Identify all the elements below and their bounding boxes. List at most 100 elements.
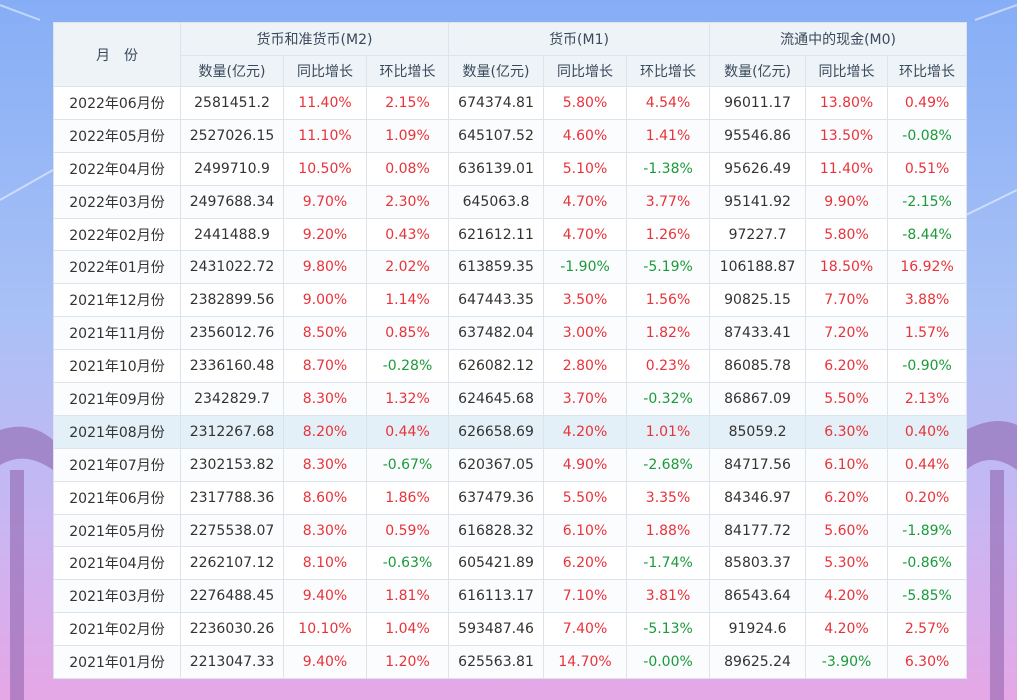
value-cell: -0.63% <box>365 546 450 581</box>
value-cell: 10.10% <box>283 612 367 647</box>
value-cell: -1.90% <box>543 250 628 285</box>
value-cell: 4.90% <box>543 447 628 482</box>
value-cell: -2.68% <box>626 447 711 482</box>
value-cell: 2527026.15 <box>180 118 284 153</box>
value-cell: 89625.24 <box>709 645 807 680</box>
value-cell: 6.20% <box>543 546 628 581</box>
table-row: 2022年05月份 2527026.15 11.10% 1.09% 645107.52 4… <box>53 118 968 153</box>
value-cell: -3.90% <box>805 645 889 680</box>
value-cell: 637482.04 <box>448 316 545 351</box>
value-cell: 1.81% <box>365 579 450 614</box>
value-cell: 2262107.12 <box>180 546 284 581</box>
value-cell: 1.56% <box>626 283 711 318</box>
value-cell: 5.80% <box>543 86 628 120</box>
value-cell: 593487.46 <box>448 612 545 647</box>
table-row: 2021年01月份 2213047.33 9.40% 1.20% 625563.81 14… <box>53 645 968 680</box>
decor-lines <box>0 4 1017 216</box>
month-cell: 2021年02月份 <box>53 612 181 647</box>
table-row: 2021年12月份 2382899.56 9.00% 1.14% 647443.35 3.… <box>53 283 968 318</box>
value-cell: 8.70% <box>283 349 367 384</box>
value-cell: 0.59% <box>365 513 450 548</box>
value-cell: 2441488.9 <box>180 217 284 252</box>
decor-line <box>974 4 1017 21</box>
table-header: 月 份 货币和准货币(M2) 货币(M1) 流通中的现金(M0) 数量(亿元) 同比增… <box>53 22 968 87</box>
subheader-row: 数量(亿元) 同比增长 环比增长 数量(亿元) 同比增长 环比增长 数量(亿元) 同比增长 环比… <box>54 55 968 87</box>
value-cell: 2.30% <box>365 184 450 219</box>
value-cell: -0.67% <box>365 447 450 482</box>
value-cell: 84717.56 <box>709 447 807 482</box>
value-cell: 106188.87 <box>709 250 807 285</box>
value-cell: 85803.37 <box>709 546 807 581</box>
value-cell: 8.50% <box>283 316 367 351</box>
month-cell: 2021年01月份 <box>53 645 181 680</box>
table-row: 2021年10月份 2336160.48 8.70% -0.28% 626082.12 2… <box>53 349 968 384</box>
value-cell: 2.80% <box>543 349 628 384</box>
value-cell: 616113.17 <box>448 579 545 614</box>
value-cell: 1.57% <box>887 316 968 351</box>
value-cell: 86543.64 <box>709 579 807 614</box>
value-cell: 1.14% <box>365 283 450 318</box>
value-cell: 8.20% <box>283 414 367 449</box>
value-cell: 14.70% <box>543 645 628 680</box>
month-cell: 2022年02月份 <box>53 217 181 252</box>
value-cell: 9.40% <box>283 645 367 680</box>
value-cell: 1.26% <box>626 217 711 252</box>
value-cell: 7.10% <box>543 579 628 614</box>
month-cell: 2021年12月份 <box>53 283 181 318</box>
value-cell: -0.86% <box>887 546 968 581</box>
palm-leaf <box>0 426 53 470</box>
value-cell: 645063.8 <box>448 184 545 219</box>
value-cell: 5.10% <box>543 151 628 186</box>
value-cell: 645107.52 <box>448 118 545 153</box>
value-cell: 7.20% <box>805 316 889 351</box>
month-cell: 2022年04月份 <box>53 151 181 186</box>
value-cell: 5.50% <box>805 382 889 416</box>
value-cell: -0.90% <box>887 349 968 384</box>
table-row: 2022年06月份 2581451.2 11.40% 2.15% 674374.81 5.… <box>53 86 968 120</box>
subheader: 同比增长 <box>805 55 889 87</box>
month-cell: 2021年10月份 <box>53 349 181 384</box>
value-cell: 91924.6 <box>709 612 807 647</box>
month-cell: 2021年07月份 <box>53 447 181 482</box>
value-cell: 97227.7 <box>709 217 807 252</box>
value-cell: 3.70% <box>543 382 628 416</box>
value-cell: 84177.72 <box>709 513 807 548</box>
value-cell: 13.80% <box>805 86 889 120</box>
value-cell: 3.50% <box>543 283 628 318</box>
palm-left <box>0 426 53 700</box>
value-cell: 9.20% <box>283 217 367 252</box>
value-cell: 9.00% <box>283 283 367 318</box>
value-cell: 0.23% <box>626 349 711 384</box>
table-row: 2022年02月份 2441488.9 9.20% 0.43% 621612.11 4.7… <box>53 217 968 252</box>
value-cell: 0.43% <box>365 217 450 252</box>
subheader: 数量(亿元) <box>180 55 284 87</box>
value-cell: 0.20% <box>887 480 968 515</box>
value-cell: 2.13% <box>887 382 968 416</box>
group-header: 流通中的现金(M0) <box>709 22 968 56</box>
value-cell: 0.44% <box>887 447 968 482</box>
value-cell: 0.44% <box>365 414 450 449</box>
value-cell: 2.57% <box>887 612 968 647</box>
value-cell: 4.20% <box>805 612 889 647</box>
value-cell: 96011.17 <box>709 86 807 120</box>
value-cell: 2317788.36 <box>180 480 284 515</box>
value-cell: 2356012.76 <box>180 316 284 351</box>
value-cell: 2.02% <box>365 250 450 285</box>
value-cell: -5.19% <box>626 250 711 285</box>
value-cell: 7.70% <box>805 283 889 318</box>
value-cell: 4.70% <box>543 184 628 219</box>
value-cell: 2312267.68 <box>180 414 284 449</box>
subheader: 环比增长 <box>887 55 968 87</box>
value-cell: 2236030.26 <box>180 612 284 647</box>
value-cell: 620367.05 <box>448 447 545 482</box>
value-cell: 674374.81 <box>448 86 545 120</box>
value-cell: 0.51% <box>887 151 968 186</box>
value-cell: 2581451.2 <box>180 86 284 120</box>
value-cell: 8.30% <box>283 382 367 416</box>
subheader: 环比增长 <box>365 55 450 87</box>
month-cell: 2021年04月份 <box>53 546 181 581</box>
value-cell: 5.30% <box>805 546 889 581</box>
value-cell: 9.40% <box>283 579 367 614</box>
table-row: 2021年02月份 2236030.26 10.10% 1.04% 593487.46 7… <box>53 612 968 647</box>
